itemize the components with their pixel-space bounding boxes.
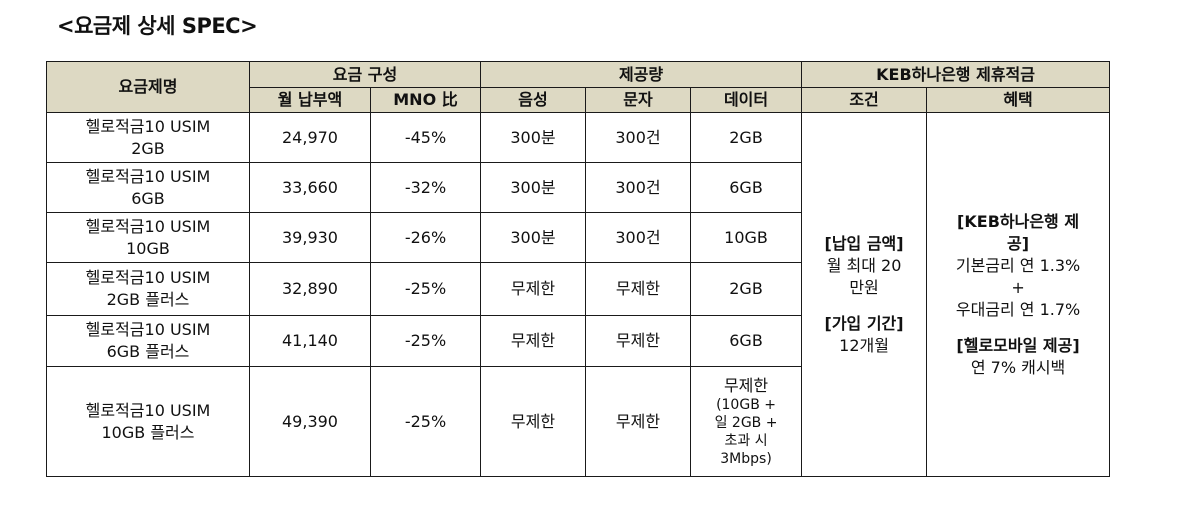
data-cell: 10GB xyxy=(690,212,803,263)
amount-line: 만원 xyxy=(849,277,879,297)
plan-name-line: 헬로적금10 USIM xyxy=(85,166,211,186)
sms-cell: 무제한 xyxy=(585,262,692,316)
amount-label: [납입 금액] xyxy=(824,233,904,253)
header-monthly-fee: 월 납부액 xyxy=(249,87,371,113)
data-cell: 6GB xyxy=(690,162,803,213)
plan-name-line: 10GB 플러스 xyxy=(101,422,195,442)
data-cell: 무제한 (10GB + 일 2GB + 초과 시 3Mbps) xyxy=(690,366,803,477)
data-line: (10GB + xyxy=(716,396,776,413)
mno-ratio-cell: -25% xyxy=(369,262,482,316)
plan-name-cell: 헬로적금10 USIM 6GB 플러스 xyxy=(46,315,250,367)
bonus-rate: 우대금리 연 1.7% xyxy=(955,299,1081,319)
header-benefit: 혜택 xyxy=(926,87,1111,113)
data-line: 초과 시 xyxy=(724,432,768,449)
voice-cell: 300분 xyxy=(480,112,587,163)
monthly-fee-cell: 33,660 xyxy=(249,162,371,213)
plan-name-cell: 헬로적금10 USIM 2GB xyxy=(46,112,250,163)
bank-benefit-label: [KEB하나은행 제 xyxy=(957,211,1080,231)
plan-name-line: 6GB xyxy=(131,188,165,208)
data-cell: 6GB xyxy=(690,315,803,367)
plan-spec-table: 요금제명 요금 구성 제공량 KEB하나은행 제휴적금 월 납부액 MNO 比 … xyxy=(46,61,1111,477)
header-bank-group: KEB하나은행 제휴적금 xyxy=(801,61,1111,88)
voice-cell: 300분 xyxy=(480,162,587,213)
plan-name-cell: 헬로적금10 USIM 10GB 플러스 xyxy=(46,366,250,477)
plan-name-line: 2GB 플러스 xyxy=(106,290,190,309)
sms-cell: 300건 xyxy=(585,112,692,163)
mno-ratio-cell: -32% xyxy=(369,162,482,213)
header-fee-group: 요금 구성 xyxy=(248,61,482,88)
table-row: 헬로적금10 USIM 10GB 플러스 49,390 -25% 무제한 무제한… xyxy=(46,366,1110,477)
mno-ratio-cell: -25% xyxy=(369,315,482,367)
table-row: 헬로적금10 USIM 2GB 24,970 -45% 300분 300건 2G… xyxy=(46,112,1111,477)
table-row: 헬로적금10 USIM 10GB 39,930 -26% 300분 300건 1… xyxy=(46,212,1110,263)
cashback: 연 7% 캐시백 xyxy=(970,357,1066,377)
benefit-cell: [KEB하나은행 제 공] 기본금리 연 1.3% + 우대금리 연 1.7% … xyxy=(926,112,1111,477)
sms-cell: 무제한 xyxy=(585,315,692,367)
table-row: 헬로적금10 USIM 6GB 플러스 41,140 -25% 무제한 무제한 … xyxy=(46,315,1110,367)
monthly-fee-cell: 39,930 xyxy=(249,212,371,263)
mno-ratio-cell: -45% xyxy=(369,112,482,163)
data-cell: 2GB xyxy=(690,112,803,163)
condition-cell: [납입 금액] 월 최대 20 만원 [가입 기간] 12개월 xyxy=(801,112,928,477)
data-cell: 2GB xyxy=(690,262,803,316)
header-voice: 음성 xyxy=(480,87,587,113)
sms-cell: 무제한 xyxy=(585,366,692,477)
monthly-fee-cell: 49,390 xyxy=(249,366,371,477)
page-title: <요금제 상세 SPEC> xyxy=(57,14,258,38)
plan-name-line: 헬로적금10 USIM xyxy=(85,320,211,339)
data-line: 3Mbps) xyxy=(720,450,772,467)
monthly-fee-cell: 41,140 xyxy=(249,315,371,367)
bank-benefit-label: 공] xyxy=(1007,233,1030,253)
sms-cell: 300건 xyxy=(585,212,692,263)
mno-ratio-cell: -26% xyxy=(369,212,482,263)
period-value: 12개월 xyxy=(839,335,889,355)
header-sms: 문자 xyxy=(585,87,692,113)
base-rate: 기본금리 연 1.3% xyxy=(955,255,1081,275)
header-mno-ratio: MNO 比 xyxy=(369,87,482,113)
amount-line: 월 최대 20 xyxy=(826,255,902,275)
plan-name-cell: 헬로적금10 USIM 2GB 플러스 xyxy=(46,262,250,316)
period-label: [가입 기간] xyxy=(824,313,904,333)
header-offer-group: 제공량 xyxy=(480,61,803,88)
plan-name-line: 2GB xyxy=(131,138,165,158)
header-plan-name: 요금제명 xyxy=(46,61,250,113)
data-line: 무제한 xyxy=(723,375,769,395)
mno-ratio-cell: -25% xyxy=(369,366,482,477)
voice-cell: 무제한 xyxy=(480,366,587,477)
plan-name-line: 6GB 플러스 xyxy=(106,342,190,361)
voice-cell: 무제한 xyxy=(480,315,587,367)
header-data: 데이터 xyxy=(690,87,803,113)
mobile-benefit-label: [헬로모바일 제공] xyxy=(956,335,1080,355)
plan-name-cell: 헬로적금10 USIM 10GB xyxy=(46,212,250,263)
voice-cell: 300분 xyxy=(480,212,587,263)
header-condition: 조건 xyxy=(801,87,928,113)
table-row: 헬로적금10 USIM 6GB 33,660 -32% 300분 300건 6G… xyxy=(46,162,1110,213)
monthly-fee-cell: 32,890 xyxy=(249,262,371,316)
data-line: 일 2GB + xyxy=(714,414,778,431)
plan-name-line: 헬로적금10 USIM xyxy=(85,400,211,420)
plan-name-line: 헬로적금10 USIM xyxy=(85,268,211,287)
plan-name-line: 헬로적금10 USIM xyxy=(85,116,211,136)
sms-cell: 300건 xyxy=(585,162,692,213)
plan-name-line: 헬로적금10 USIM xyxy=(85,216,211,236)
voice-cell: 무제한 xyxy=(480,262,587,316)
plan-name-line: 10GB xyxy=(126,238,170,258)
table-row: 헬로적금10 USIM 2GB 플러스 32,890 -25% 무제한 무제한 … xyxy=(46,262,1110,316)
plan-name-cell: 헬로적금10 USIM 6GB xyxy=(46,162,250,213)
monthly-fee-cell: 24,970 xyxy=(249,112,371,163)
plus-sign: + xyxy=(1011,277,1025,297)
